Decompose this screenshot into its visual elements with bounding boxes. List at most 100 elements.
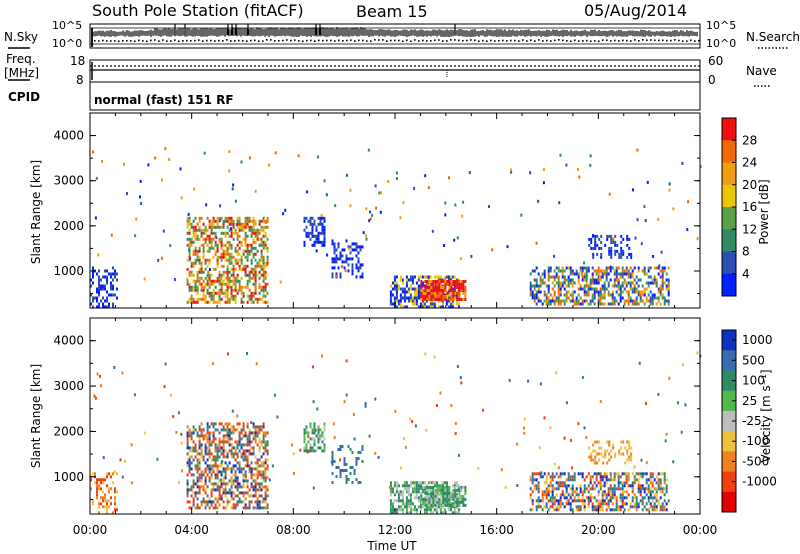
scatter-cell (589, 478, 592, 482)
scatter-speck (215, 236, 218, 240)
scatter-cell (421, 481, 424, 485)
scatter-cell (206, 446, 209, 450)
scatter-cell (424, 491, 427, 495)
scatter-cell (236, 428, 239, 432)
scatter-cell (411, 487, 414, 491)
scatter-cell (620, 240, 623, 244)
beam-label: Beam 15 (356, 2, 428, 21)
scatter-speck (139, 195, 141, 199)
scatter-cell (571, 278, 574, 282)
scatter-cell (555, 493, 558, 497)
scatter-cell (460, 283, 463, 286)
scatter-cell (615, 272, 618, 276)
scatter-cell (220, 264, 223, 268)
scatter-cell (559, 475, 562, 479)
scatter-cell (605, 278, 608, 282)
scatter-cell (220, 297, 223, 301)
scatter-cell (236, 243, 239, 247)
scatter-cell (238, 449, 241, 453)
scatter-cell (448, 491, 451, 495)
scatter-cell (389, 493, 392, 497)
scatter-cell (260, 506, 263, 510)
scatter-cell (590, 452, 593, 456)
scatter-cell (641, 496, 644, 500)
scatter-speck (219, 204, 222, 208)
scatter-cell (541, 302, 544, 306)
noise-search-dot (310, 39, 312, 42)
scatter-cell (557, 281, 560, 285)
scatter-cell (323, 437, 326, 441)
scatter-cell (631, 275, 634, 279)
scatter-cell (252, 485, 255, 489)
scatter-cell (665, 272, 668, 276)
scatter-cell (254, 506, 257, 510)
scatter-speck (672, 460, 675, 464)
scatter-speck (299, 448, 302, 452)
scatter-cell (238, 234, 241, 238)
noise-search-dot (258, 40, 260, 42)
scatter-cell (323, 231, 326, 235)
scatter-cell (258, 270, 261, 274)
scatter-cell (309, 219, 312, 223)
scatter-cell (309, 422, 312, 426)
scatter-cell (411, 281, 414, 285)
scatter-cell (464, 491, 467, 495)
scatter-cell (248, 503, 251, 507)
scatter-cell (661, 487, 664, 491)
scatter-cell (592, 246, 595, 250)
scatter-cell (238, 440, 241, 444)
scatter-cell (609, 269, 612, 273)
scatter-speck (640, 458, 643, 462)
scatter-cell (204, 276, 207, 280)
scatter-cell (264, 231, 267, 235)
scatter-cell (246, 219, 249, 223)
scatter-cell (531, 490, 534, 494)
scatter-cell (417, 505, 420, 509)
scatter-cell (603, 475, 606, 479)
scatter-cell (577, 302, 580, 306)
scatter-speck (435, 404, 438, 407)
scatter-cell (238, 467, 241, 471)
scatter-cell (202, 288, 205, 292)
scatter-cell (224, 488, 227, 492)
scatter-cell (635, 287, 638, 291)
scatter-cell (228, 440, 231, 444)
scatter-cell (355, 263, 358, 267)
scatter-cell (433, 305, 436, 309)
scatter-cell (432, 491, 435, 495)
scatter-cell (440, 494, 443, 498)
scatter-cell (242, 428, 245, 432)
scatter-cell (246, 252, 249, 256)
scatter-cell (427, 493, 430, 497)
scatter-cell (246, 249, 249, 253)
scatter-cell (413, 299, 416, 303)
scatter-cell (407, 511, 410, 515)
scatter-speck (133, 393, 136, 397)
scatter-cell (551, 502, 554, 506)
scatter-cell (331, 451, 334, 454)
scatter-cell (222, 506, 225, 510)
scatter-cell (393, 275, 396, 279)
scatter-cell (559, 484, 562, 488)
scatter-cell (208, 279, 211, 283)
scatter-cell (202, 497, 205, 501)
scatter-speck (696, 237, 699, 241)
scatter-cell (455, 484, 458, 488)
scatter-cell (565, 266, 568, 270)
scatter-cell (262, 288, 265, 292)
scatter-cell (240, 297, 243, 301)
scatter-cell (234, 428, 237, 432)
scatter-cell (429, 305, 432, 309)
scatter-cell (220, 240, 223, 244)
scatter-cell (452, 494, 455, 498)
noise-search-dot (502, 39, 504, 42)
scatter-cell (619, 299, 622, 303)
noise-search-dot (114, 40, 116, 42)
scatter-cell (198, 461, 201, 465)
scatter-cell (637, 266, 640, 270)
scatter-cell (614, 452, 617, 456)
scatter-cell (214, 252, 217, 256)
scatter-cell (617, 293, 620, 297)
noise-search-dot (558, 39, 560, 41)
scatter-cell (413, 293, 416, 297)
